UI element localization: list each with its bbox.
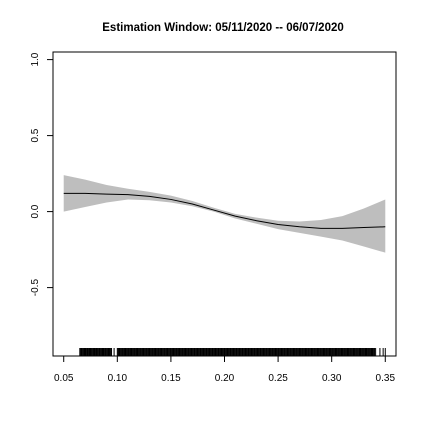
x-tick-label: 0.20 bbox=[215, 373, 235, 384]
rug-layer bbox=[79, 348, 386, 356]
fit-line-layer bbox=[63, 192, 386, 229]
x-tick-label: 0.05 bbox=[54, 373, 74, 384]
y-tick-label: -0.5 bbox=[30, 279, 41, 297]
x-axis: 0.05 0.10 0.15 0.20 0.25 0.30 0.35 bbox=[54, 355, 396, 384]
y-tick-label: 0.0 bbox=[30, 204, 41, 218]
confidence-band bbox=[63, 175, 386, 253]
y-tick-label: 0.5 bbox=[30, 128, 41, 142]
x-tick-label: 0.35 bbox=[376, 373, 396, 384]
plot-frame bbox=[52, 51, 397, 357]
chart-title: Estimation Window: 05/11/2020 -- 06/07/2… bbox=[102, 22, 344, 34]
x-tick-label: 0.25 bbox=[268, 373, 288, 384]
x-tick-label: 0.30 bbox=[322, 373, 342, 384]
confidence-band-layer bbox=[63, 175, 386, 253]
fit-line bbox=[63, 192, 386, 229]
x-tick-label: 0.15 bbox=[161, 373, 181, 384]
x-tick-label: 0.10 bbox=[108, 373, 128, 384]
y-axis: -0.5 0.0 0.5 1.0 bbox=[30, 52, 54, 297]
y-tick-label: 1.0 bbox=[30, 52, 41, 66]
